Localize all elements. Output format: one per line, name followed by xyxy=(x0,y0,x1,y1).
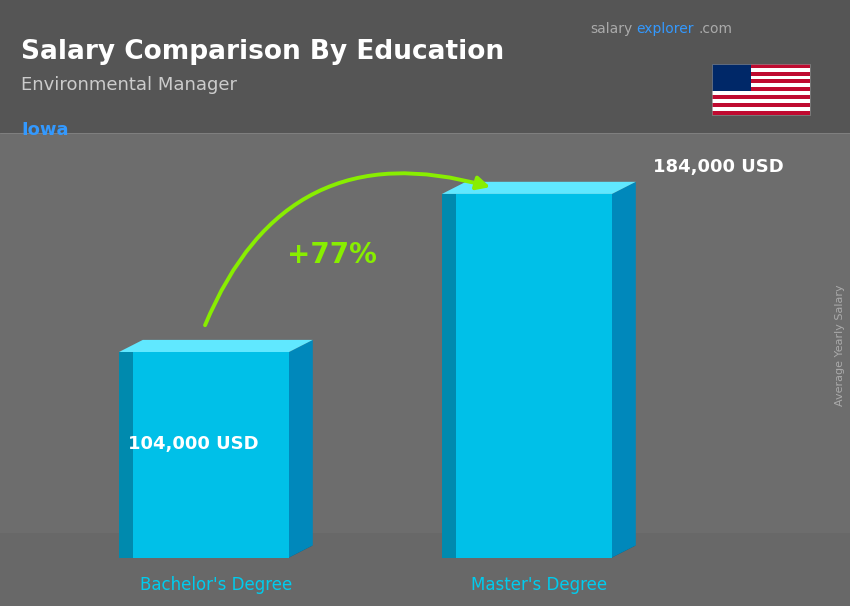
Text: 184,000 USD: 184,000 USD xyxy=(653,158,784,176)
Polygon shape xyxy=(612,182,636,558)
Bar xyxy=(0,0,850,133)
Bar xyxy=(712,64,810,115)
Bar xyxy=(712,76,810,79)
Text: Environmental Manager: Environmental Manager xyxy=(21,76,237,94)
Polygon shape xyxy=(289,340,313,558)
Bar xyxy=(712,84,810,87)
Polygon shape xyxy=(119,340,313,352)
Polygon shape xyxy=(119,352,133,558)
Text: salary: salary xyxy=(591,22,633,36)
Bar xyxy=(0,121,850,533)
Text: explorer: explorer xyxy=(636,22,694,36)
Text: Average Yearly Salary: Average Yearly Salary xyxy=(835,285,845,406)
Bar xyxy=(712,107,810,111)
Bar xyxy=(712,64,751,92)
Polygon shape xyxy=(442,545,636,558)
Text: +77%: +77% xyxy=(286,241,377,269)
Bar xyxy=(712,92,810,95)
Polygon shape xyxy=(442,194,456,558)
Text: Iowa: Iowa xyxy=(21,121,69,139)
Bar xyxy=(712,68,810,72)
Text: Bachelor's Degree: Bachelor's Degree xyxy=(139,576,292,594)
Text: Master's Degree: Master's Degree xyxy=(471,576,607,594)
Text: .com: .com xyxy=(699,22,733,36)
Polygon shape xyxy=(442,194,612,558)
FancyArrowPatch shape xyxy=(205,173,486,325)
Bar xyxy=(712,64,810,115)
Bar xyxy=(712,99,810,103)
Polygon shape xyxy=(119,352,289,558)
Polygon shape xyxy=(119,545,313,558)
Polygon shape xyxy=(442,182,636,194)
Text: Salary Comparison By Education: Salary Comparison By Education xyxy=(21,39,504,64)
Text: 104,000 USD: 104,000 USD xyxy=(128,436,258,453)
